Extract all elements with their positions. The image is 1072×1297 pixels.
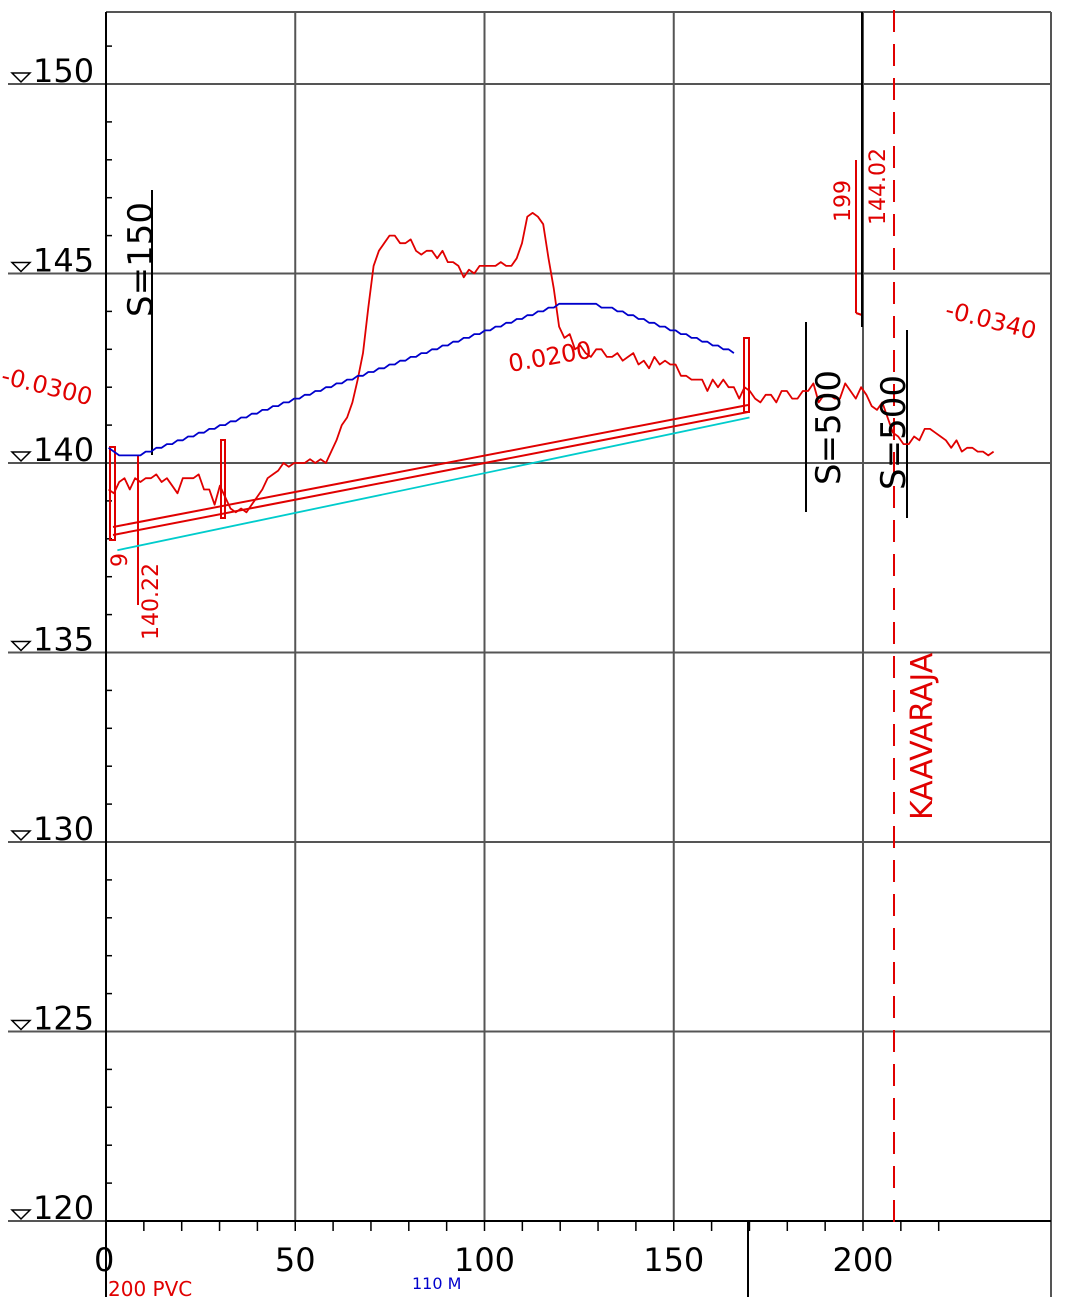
- station-label-left: 9: [108, 553, 133, 567]
- manhole-left: [109, 446, 116, 541]
- x-tick-label: 200: [832, 1241, 893, 1279]
- x-tick-label: 50: [275, 1241, 316, 1279]
- y-tick-label: 150: [33, 52, 94, 90]
- level-triangle-icon: [10, 1209, 32, 1221]
- level-triangle-icon: [10, 451, 32, 463]
- series-ground: [108, 211, 995, 514]
- series-design-grade: [108, 302, 735, 457]
- pipe-length-label: 110 M: [412, 1274, 461, 1293]
- curve-label-right: S=500: [874, 375, 914, 490]
- level-triangle-icon: [10, 72, 32, 84]
- grade-label-right: -0.0340: [943, 296, 1040, 346]
- curve-label-mid: S=500: [809, 370, 849, 485]
- y-tick-label: 135: [33, 621, 94, 659]
- series-layer: [108, 211, 995, 552]
- y-tick-120: 120: [10, 1189, 94, 1227]
- level-triangle-icon: [10, 830, 32, 842]
- manhole-right: [743, 337, 750, 413]
- grade-label-main: 0.0200: [506, 336, 594, 378]
- y-tick-150: 150: [10, 52, 94, 90]
- elevation-label-right: 144.02: [866, 148, 891, 225]
- x-tick-label: 100: [454, 1241, 515, 1279]
- level-triangle-icon: [10, 261, 32, 273]
- x-tick-label: 150: [643, 1241, 704, 1279]
- grade-label-left: -0.0300: [0, 362, 95, 412]
- pipe-bottom-line: [112, 411, 749, 536]
- ditch-label: KAAVARAJA: [905, 652, 940, 820]
- y-tick-125: 125: [10, 1000, 94, 1038]
- x-tick-label: 0: [94, 1241, 114, 1279]
- y-tick-label: 140: [33, 431, 94, 469]
- vertical-curve-markers: [151, 12, 908, 518]
- y-tick-label: 145: [33, 242, 94, 280]
- y-tick-label: 130: [33, 810, 94, 848]
- y-tick-130: 130: [10, 810, 94, 848]
- level-triangle-icon: [10, 640, 32, 652]
- elevation-label-left: 140.22: [139, 563, 164, 640]
- y-tick-140: 140: [10, 431, 94, 469]
- manhole-middle: [220, 439, 226, 519]
- curve-label-left: S=150: [121, 202, 161, 317]
- level-triangle-icon: [10, 1019, 32, 1031]
- station-label-right: 199: [831, 180, 856, 222]
- y-tick-135: 135: [10, 621, 94, 659]
- y-tick-label: 125: [33, 1000, 94, 1038]
- pipe-type-label: 200 PVC: [108, 1277, 192, 1297]
- pipe-top-line: [112, 404, 749, 528]
- y-tick-label: 120: [33, 1189, 94, 1227]
- series-pipe-invert: [117, 416, 750, 552]
- pipe-structures: [109, 160, 863, 605]
- y-tick-145: 145: [10, 242, 94, 280]
